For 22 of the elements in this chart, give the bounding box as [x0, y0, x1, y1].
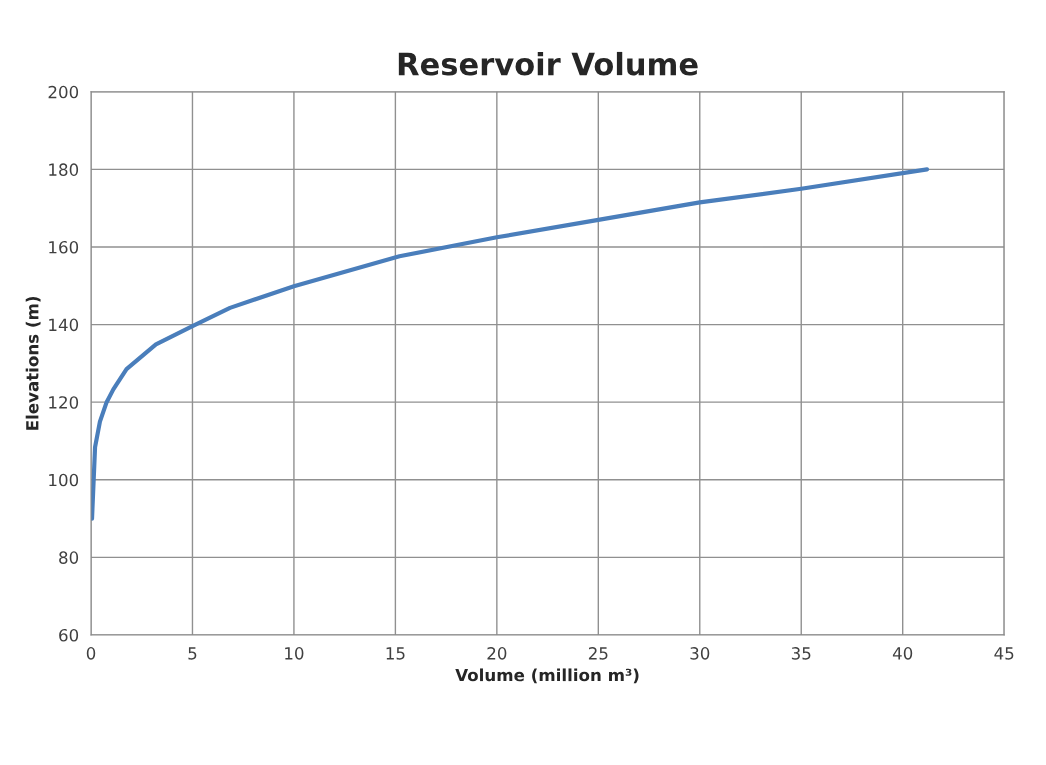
x-tick-label: 10	[285, 647, 304, 660]
chart-title: Reservoir Volume	[398, 51, 698, 76]
y-axis-title: Elevations (m)	[25, 296, 41, 430]
y-tick-label: 200	[48, 85, 79, 99]
x-tick-label: 35	[791, 647, 811, 660]
x-tick-label: 30	[690, 647, 710, 660]
x-tick-label: 45	[994, 647, 1014, 660]
y-tick-label: 100	[49, 473, 79, 487]
x-tick-label: 40	[892, 647, 913, 660]
y-tick-label: 160	[49, 240, 79, 254]
x-tick-label: 5	[188, 647, 197, 660]
x-tick-label: 0	[86, 647, 96, 660]
x-tick-label: 15	[386, 647, 405, 660]
y-tick-label: 140	[49, 318, 79, 332]
x-tick-label: 20	[487, 647, 507, 660]
x-tick-label: 25	[588, 647, 608, 660]
line-series	[91, 167, 930, 521]
y-tick-label: 180	[49, 163, 79, 176]
y-tick-label: 60	[59, 628, 79, 642]
x-axis-title: Volume (million m³)	[455, 668, 639, 684]
y-tick-label: 120	[49, 396, 79, 409]
y-tick-label: 80	[59, 551, 79, 564]
